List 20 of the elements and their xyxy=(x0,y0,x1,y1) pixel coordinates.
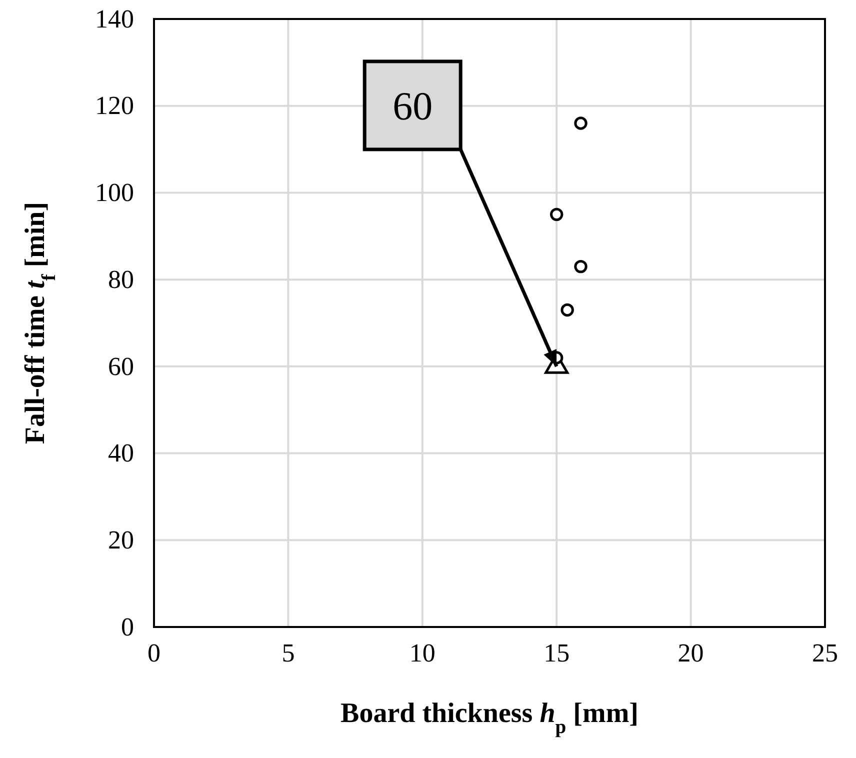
x-tick-label: 25 xyxy=(812,638,838,668)
y-tick-label: 120 xyxy=(95,91,134,120)
x-tick-label: 5 xyxy=(282,638,295,668)
x-tick-label: 15 xyxy=(544,638,570,668)
y-tick-label: 60 xyxy=(108,352,134,381)
x-tick-label: 0 xyxy=(148,638,160,668)
point xyxy=(550,208,564,222)
y-tick-label: 100 xyxy=(95,178,134,208)
x-tick-label: 10 xyxy=(409,638,436,668)
x-axis-title: Board thickness h$_{p}$ [mm] xyxy=(340,698,638,738)
y-tick-label: 20 xyxy=(108,525,134,554)
x-tick-label: 20 xyxy=(678,638,704,668)
y-tick-label: 80 xyxy=(108,264,134,294)
point xyxy=(560,303,574,317)
y-tick-label: 140 xyxy=(95,4,134,34)
point xyxy=(574,260,588,274)
y-tick-label: 0 xyxy=(121,612,134,642)
annotation: 60 xyxy=(392,83,433,128)
point xyxy=(574,116,588,130)
y-tick-label: 40 xyxy=(108,438,134,468)
